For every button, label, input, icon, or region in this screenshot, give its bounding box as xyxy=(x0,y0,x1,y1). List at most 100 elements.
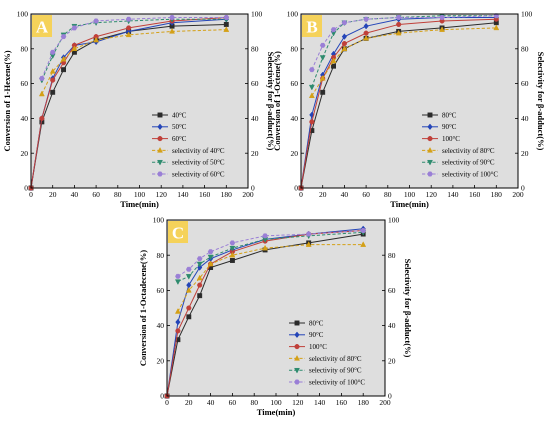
series-line xyxy=(311,15,497,70)
x-tick-label: 140 xyxy=(447,190,459,199)
data-point xyxy=(185,274,192,280)
y-axis-title: Conversion of 1-Octene(%) xyxy=(272,51,282,151)
data-point xyxy=(308,92,315,99)
y-tick-label: 80 xyxy=(21,44,29,53)
data-point xyxy=(319,42,326,48)
data-point xyxy=(305,241,312,247)
data-point xyxy=(363,34,370,41)
data-point xyxy=(305,231,312,237)
legend-marker xyxy=(427,159,433,166)
x-axis-title: Time(min) xyxy=(257,407,296,417)
legend-marker xyxy=(427,123,433,131)
legend-marker xyxy=(294,367,300,374)
legend-marker xyxy=(157,136,163,142)
data-point xyxy=(185,287,192,293)
y-tick-label: 100 xyxy=(153,216,165,225)
data-point xyxy=(197,264,203,271)
data-point xyxy=(223,26,230,32)
data-point xyxy=(126,25,132,31)
x-tick-label: 20 xyxy=(319,190,327,199)
data-point xyxy=(308,84,315,91)
legend-marker xyxy=(157,112,163,118)
y-tick-label: 20 xyxy=(291,149,299,158)
panel-label-badge xyxy=(32,15,52,37)
legend-marker xyxy=(427,147,433,153)
legend-label: selectivity of 100°C xyxy=(442,170,498,178)
x-tick-label: 160 xyxy=(199,190,211,199)
x-tick-label: 60 xyxy=(362,190,370,199)
x-tick-label: 100 xyxy=(134,190,146,199)
panel-label-badge xyxy=(302,15,322,37)
data-point xyxy=(39,115,45,121)
y-tick-label: 20 xyxy=(21,149,29,158)
y-tick-label: 0 xyxy=(294,184,298,193)
y2-axis-title: Selectivity for β-adduct(%) xyxy=(266,52,276,151)
y-tick-label: 40 xyxy=(21,114,29,123)
y2-tick-label: 100 xyxy=(251,10,263,19)
legend-label: 100°C xyxy=(442,135,460,143)
plot-frame xyxy=(300,13,519,189)
legend-label: selectivity of 60°C xyxy=(172,170,225,178)
data-point xyxy=(363,16,369,22)
data-point xyxy=(229,258,235,263)
legend-marker xyxy=(427,136,433,142)
x-tick-label: 180 xyxy=(221,190,233,199)
data-point xyxy=(319,74,326,81)
y-tick-label: 80 xyxy=(157,251,165,260)
data-point xyxy=(169,28,175,34)
x-tick-label: 100 xyxy=(404,190,416,199)
plot-area xyxy=(167,220,385,396)
legend-label: selectivity of 50°C xyxy=(172,159,225,167)
x-tick-label: 140 xyxy=(314,398,326,407)
panel-c: 0 20 40 60 80 100 120 140 160 180 2000204060801000… xyxy=(138,216,413,417)
legend-marker xyxy=(294,320,300,326)
y2-tick-label: 20 xyxy=(521,149,529,158)
y2-tick-label: 40 xyxy=(251,114,259,123)
x-tick-label: 60 xyxy=(92,190,100,199)
series-line xyxy=(311,27,497,97)
legend-marker xyxy=(427,171,433,177)
data-point xyxy=(223,15,230,20)
data-point xyxy=(207,254,214,261)
data-point xyxy=(439,15,445,20)
data-point xyxy=(197,282,203,288)
y-tick-label: 80 xyxy=(291,44,299,53)
x-tick-label: 80 xyxy=(114,190,122,199)
data-point xyxy=(309,119,315,125)
legend-marker xyxy=(157,171,163,177)
series-line xyxy=(177,244,364,312)
data-point xyxy=(363,22,369,30)
data-point xyxy=(93,36,100,43)
legend-marker xyxy=(427,112,433,118)
y2-tick-label: 0 xyxy=(251,184,255,193)
data-point xyxy=(175,328,181,334)
legend-label: selectivity of 90°C xyxy=(309,367,362,375)
data-point xyxy=(125,31,132,38)
series-line xyxy=(41,29,227,95)
y2-tick-label: 100 xyxy=(521,10,533,19)
x-axis-title: Time(min) xyxy=(120,199,159,209)
legend-label: 80°C xyxy=(309,319,324,327)
data-point xyxy=(93,18,99,24)
x-tick-label: 40 xyxy=(71,190,79,199)
y2-tick-label: 80 xyxy=(521,44,529,53)
data-point xyxy=(262,244,269,251)
legend-marker xyxy=(157,147,163,153)
x-tick-label: 120 xyxy=(156,190,168,199)
legend-label: selectivity of 40°C xyxy=(172,147,225,155)
y-tick-label: 100 xyxy=(17,10,29,19)
data-point xyxy=(360,228,367,233)
legend-label: 50°C xyxy=(172,123,187,131)
y-tick-label: 60 xyxy=(157,286,165,295)
data-point xyxy=(229,245,236,252)
data-point xyxy=(341,45,348,52)
data-point xyxy=(396,21,402,28)
y2-tick-label: 0 xyxy=(388,392,392,401)
data-point xyxy=(61,67,66,73)
y-tick-label: 20 xyxy=(157,356,165,365)
x-tick-label: 20 xyxy=(49,190,57,199)
data-point xyxy=(196,256,203,262)
x-tick-label: 180 xyxy=(358,398,370,407)
legend-label: selectivity of 80°C xyxy=(442,147,495,155)
